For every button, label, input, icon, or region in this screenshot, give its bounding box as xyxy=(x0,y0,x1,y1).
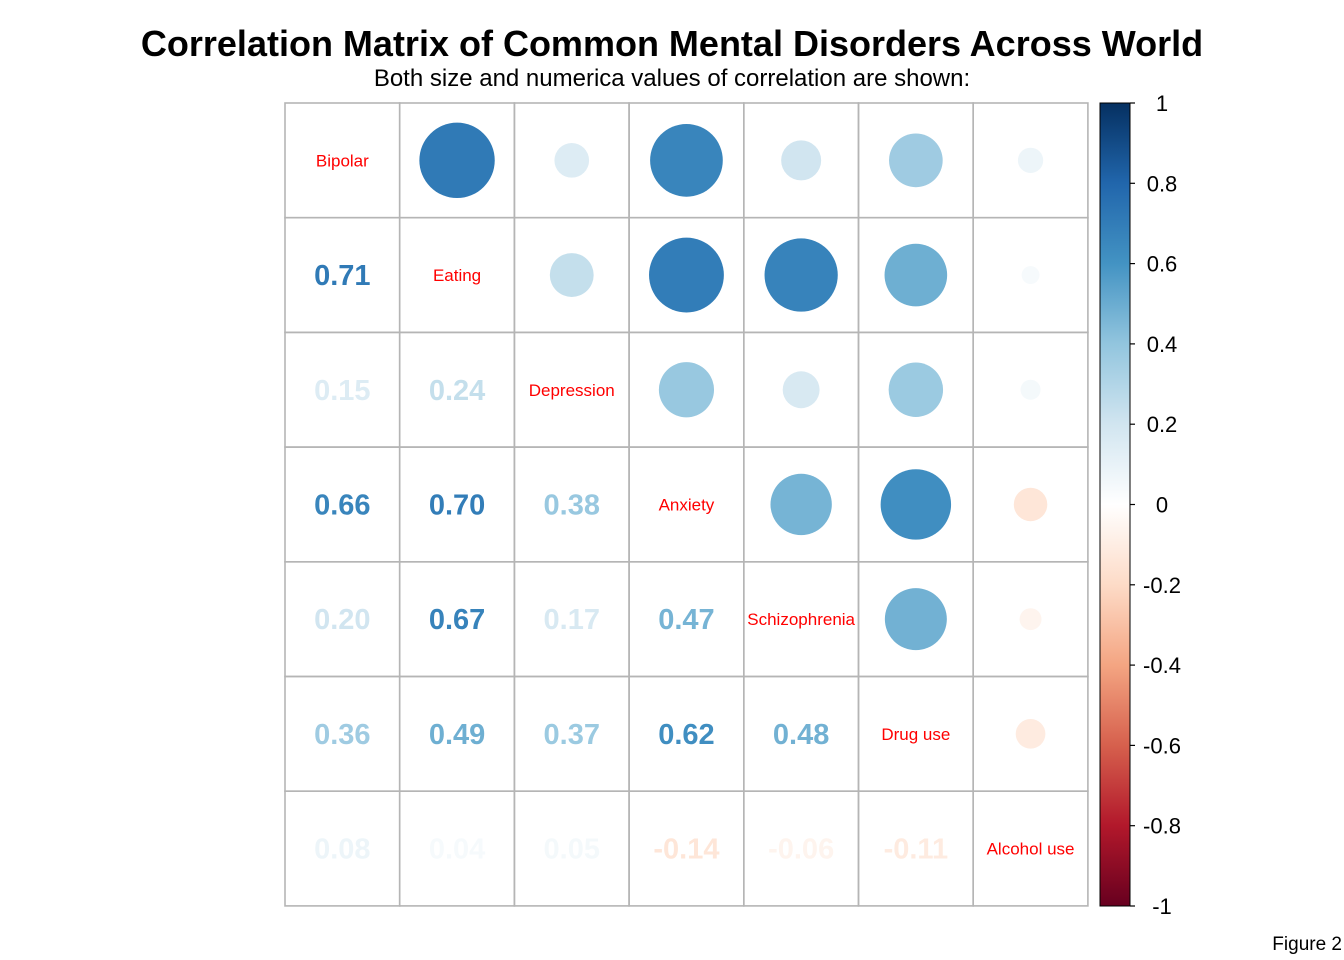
correlation-circle xyxy=(888,362,944,417)
colorbar-tick-label: 0.4 xyxy=(1147,332,1178,357)
grid-cell xyxy=(972,790,1089,907)
correlation-value: 0.17 xyxy=(544,604,600,636)
correlation-value: 0.15 xyxy=(314,375,370,407)
variable-label: Depression xyxy=(529,381,615,400)
correlation-circle xyxy=(1015,719,1046,749)
correlation-circle xyxy=(782,371,820,409)
variable-label: Bipolar xyxy=(316,151,369,170)
correlation-circle xyxy=(884,243,948,307)
correlation-value: -0.14 xyxy=(653,834,719,866)
correlation-value: 0.08 xyxy=(314,834,370,866)
chart-subtitle: Both size and numerica values of correla… xyxy=(373,65,971,92)
correlation-value: 0.48 xyxy=(773,719,829,751)
variable-label: Drug use xyxy=(881,725,950,744)
variable-label: Anxiety xyxy=(659,495,715,514)
colorbar-tick-label: 1 xyxy=(1156,91,1168,116)
colorbar-tick-label: -1 xyxy=(1152,894,1172,919)
correlation-value: -0.11 xyxy=(884,834,949,866)
correlation-circle xyxy=(658,362,715,418)
correlation-value: 0.24 xyxy=(429,375,485,407)
correlation-value: 0.37 xyxy=(544,719,600,751)
variable-label: Eating xyxy=(433,266,481,285)
correlation-value: 0.05 xyxy=(544,834,600,866)
correlation-circle xyxy=(884,588,947,651)
colorbar-tick-label: 0 xyxy=(1156,493,1168,518)
correlation-circle xyxy=(1021,266,1040,284)
correlation-value: 0.70 xyxy=(429,489,485,521)
variable-label: Alcohol use xyxy=(987,840,1075,859)
colorbar-tick-label: -0.8 xyxy=(1143,814,1181,839)
figure-caption: Figure 2 xyxy=(1272,934,1342,955)
colorbar-tick-label: -0.4 xyxy=(1143,653,1181,678)
correlation-circle xyxy=(781,140,822,181)
correlation-value: 0.47 xyxy=(658,604,714,636)
chart-title: Correlation Matrix of Common Mental Diso… xyxy=(140,23,1204,64)
correlation-value: 0.67 xyxy=(429,604,485,636)
correlation-value: 0.04 xyxy=(429,834,485,866)
correlation-circle xyxy=(770,473,832,536)
correlation-circle xyxy=(889,133,943,188)
colorbar: 1 0.8 0.6 0.4 0.2 0 -0.2 -0.4 -0.6 -0.8 -1 xyxy=(1099,91,1181,919)
colorbar-tick-label: -0.6 xyxy=(1143,733,1181,758)
correlation-circle xyxy=(649,237,724,313)
correlation-value: -0.06 xyxy=(768,834,834,866)
colorbar-tick-label: -0.2 xyxy=(1143,573,1181,598)
correlation-circle xyxy=(1020,379,1041,400)
correlation-circle xyxy=(554,143,590,178)
correlation-value: 0.49 xyxy=(429,719,485,751)
correlation-value: 0.62 xyxy=(658,719,714,751)
correlation-circle xyxy=(1017,147,1044,174)
correlation-circle xyxy=(1013,487,1048,522)
colorbar-tick-label: 0.8 xyxy=(1147,171,1178,196)
correlation-circle xyxy=(549,253,594,297)
correlation-circle xyxy=(764,238,838,312)
correlation-value: 0.38 xyxy=(544,489,600,521)
colorbar-tick-label: 0.6 xyxy=(1147,252,1178,277)
colorbar-tick-label: 0.2 xyxy=(1147,412,1178,437)
correlation-value: 0.20 xyxy=(314,604,370,636)
correlation-circle xyxy=(880,469,952,540)
correlation-value: 0.71 xyxy=(314,260,370,292)
correlation-circle xyxy=(650,124,723,197)
correlation-value: 0.66 xyxy=(314,489,370,521)
matrix-cells: Bipolar 0.71 Eating 0.15 0.24 Depression 0.66 0… xyxy=(284,102,1089,907)
variable-label: Schizophrenia xyxy=(747,610,855,629)
correlation-circle xyxy=(1019,608,1042,631)
correlation-circle xyxy=(419,122,495,199)
correlation-value: 0.36 xyxy=(314,719,370,751)
colorbar-gradient xyxy=(1099,102,1131,907)
